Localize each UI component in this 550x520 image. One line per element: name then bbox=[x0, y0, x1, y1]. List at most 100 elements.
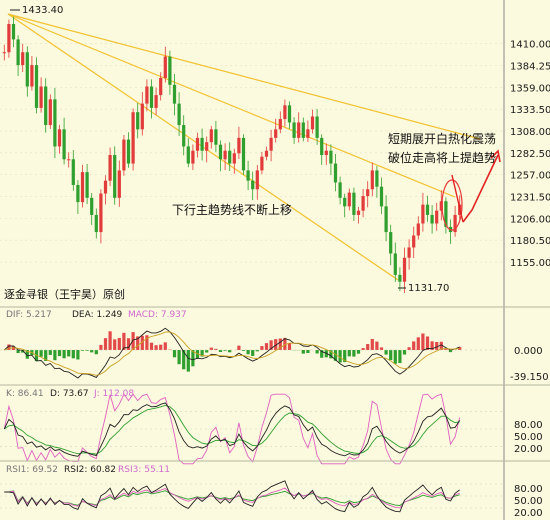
candle-body bbox=[34, 65, 39, 108]
candle-body bbox=[172, 84, 177, 104]
candle-body bbox=[85, 172, 89, 198]
candle-body bbox=[76, 184, 80, 203]
candle-body bbox=[200, 137, 204, 151]
candle-body bbox=[421, 204, 425, 224]
candle-body bbox=[195, 137, 200, 151]
candle-body bbox=[264, 150, 269, 157]
candle-body bbox=[122, 139, 126, 171]
candle-body bbox=[232, 153, 236, 164]
forecast-annotation-line1: 短期展开白热化震荡 bbox=[388, 131, 496, 146]
candle-body bbox=[255, 170, 259, 190]
kdj-tick-20: 20.00 bbox=[514, 444, 543, 455]
candle-body bbox=[347, 192, 351, 207]
candle-body bbox=[7, 23, 11, 53]
rsi-lines bbox=[0, 480, 504, 513]
candle-body bbox=[94, 214, 98, 233]
trend-annotation: 下行主趋势线不断上移 bbox=[172, 202, 292, 217]
macd-tick-zero: 0.000 bbox=[514, 346, 543, 357]
forecast-tail bbox=[451, 174, 464, 223]
kdj-tick-50: 50.00 bbox=[514, 432, 543, 443]
candle-body bbox=[237, 137, 241, 154]
kdj-j-label: J: 112.08 bbox=[93, 389, 134, 399]
candle-body bbox=[205, 142, 209, 151]
candle-body bbox=[39, 86, 43, 108]
candle-body bbox=[154, 95, 158, 108]
trendline-1 bbox=[7, 13, 456, 198]
macd-dea-line bbox=[4, 331, 460, 376]
candle-body bbox=[191, 150, 195, 164]
candle-body bbox=[356, 210, 361, 215]
candle-body bbox=[30, 65, 34, 87]
candle-body bbox=[444, 201, 448, 227]
candle-body bbox=[338, 182, 342, 198]
candle-body bbox=[375, 170, 379, 187]
price-axis: 1410.00 1384.25 1359.00 1333.50 1308.00 1282.… bbox=[503, 0, 550, 520]
candle-body bbox=[25, 52, 29, 87]
candle-body bbox=[168, 56, 172, 85]
candle-body bbox=[163, 56, 167, 78]
price-tick-label: 1155.00 bbox=[510, 258, 550, 269]
price-tick-label: 1410.00 bbox=[510, 40, 550, 51]
candle-body bbox=[283, 105, 287, 120]
highlight-ellipse bbox=[441, 179, 463, 231]
price-tick-label: 1282.50 bbox=[510, 149, 550, 160]
candle-body bbox=[416, 223, 420, 236]
forecast-annotation-line2: 破位走高将上提趋势 bbox=[388, 150, 496, 165]
candle-body bbox=[435, 210, 439, 224]
candle-body bbox=[324, 150, 328, 155]
candle-body bbox=[430, 214, 434, 224]
kdj-lines bbox=[0, 393, 504, 465]
candle-body bbox=[425, 204, 430, 215]
candle-body bbox=[292, 122, 296, 138]
candle-body bbox=[297, 122, 301, 138]
candle-body bbox=[453, 214, 457, 233]
candle-body bbox=[136, 112, 140, 130]
candle-body bbox=[126, 139, 131, 164]
candle-body bbox=[301, 122, 305, 138]
candle-body bbox=[2, 52, 6, 54]
candle-body bbox=[53, 99, 57, 147]
kdj-tick-80: 80.00 bbox=[514, 420, 543, 431]
candle-body bbox=[218, 144, 223, 160]
candle-body bbox=[352, 192, 356, 215]
candle-body bbox=[67, 159, 71, 161]
rsi-tick-50: 50.00 bbox=[514, 496, 543, 507]
rsi-tick-80: 80.00 bbox=[514, 484, 543, 495]
candle-body bbox=[177, 103, 181, 126]
candle-body bbox=[16, 39, 20, 66]
price-tick-label: 1206.00 bbox=[510, 214, 550, 225]
macd-dea-label: DEA: 1.249 bbox=[72, 310, 123, 320]
candle-body bbox=[412, 235, 416, 248]
candles bbox=[2, 16, 462, 293]
kdj-panel: K: 86.41 D: 73.67 J: 112.08 80.00 50.00 … bbox=[0, 384, 550, 465]
candle-body bbox=[44, 86, 48, 126]
candle-body bbox=[48, 99, 52, 126]
candle-body bbox=[71, 159, 75, 185]
candle-body bbox=[402, 257, 407, 282]
rsi-tick-20: 20.00 bbox=[514, 508, 543, 519]
forecast-arrow-head bbox=[490, 149, 501, 163]
candle-body bbox=[310, 116, 315, 130]
candle-body bbox=[333, 163, 338, 183]
candle-body bbox=[140, 103, 144, 130]
candle-body bbox=[287, 105, 292, 123]
candle-body bbox=[90, 197, 94, 215]
kdj-k-label: K: 86.41 bbox=[6, 389, 44, 399]
candle-body bbox=[113, 155, 117, 198]
candle-body bbox=[260, 156, 264, 171]
rsi1-label: RSI1: 69.52 bbox=[6, 465, 58, 475]
candle-body bbox=[214, 129, 218, 145]
macd-bars bbox=[7, 331, 462, 372]
candle-body bbox=[439, 201, 443, 211]
rsi2-label: RSI2: 60.82 bbox=[64, 465, 116, 475]
candle-body bbox=[329, 150, 333, 164]
candle-body bbox=[145, 86, 149, 104]
forecast-arrow bbox=[462, 154, 499, 223]
candle-body bbox=[361, 196, 365, 211]
macd-lines bbox=[0, 327, 504, 379]
candle-body bbox=[320, 137, 324, 155]
trendline-2 bbox=[7, 13, 481, 140]
candle-body bbox=[393, 253, 397, 275]
macd-dif-label: DIF: 5.217 bbox=[6, 310, 52, 320]
